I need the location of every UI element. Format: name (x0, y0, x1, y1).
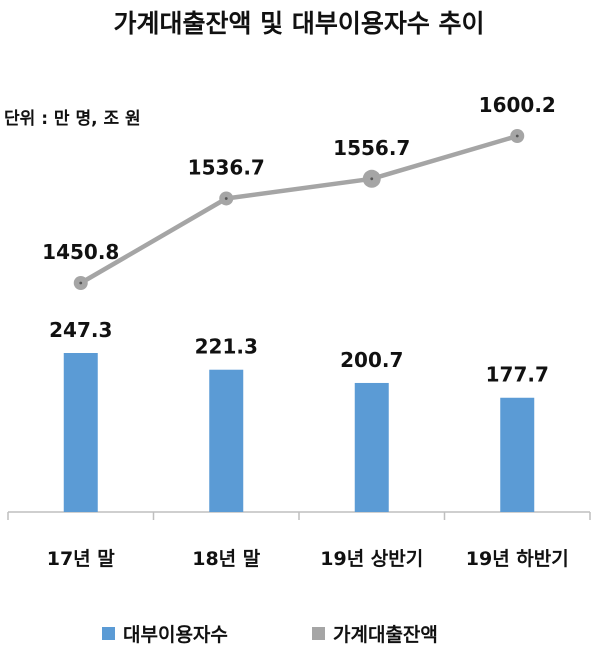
line-data-label: 1450.8 (42, 240, 119, 264)
legend-item-users: 대부이용자수 (102, 620, 228, 647)
bar (354, 382, 389, 512)
bar-data-label: 247.3 (49, 318, 112, 342)
bar-data-label: 177.7 (486, 363, 549, 387)
legend-swatch-loans (312, 627, 325, 640)
unit-label: 단위 : 만 명, 조 원 (4, 109, 141, 129)
x-tick-label: 19년 상반기 (320, 548, 423, 570)
line-point-center (79, 281, 83, 285)
legend-label-users: 대부이용자수 (123, 624, 228, 646)
bar-data-label: 200.7 (340, 348, 403, 372)
x-tick-label: 18년 말 (192, 548, 261, 570)
line-point-center (515, 134, 519, 138)
line-point-center (224, 197, 228, 200)
legend-item-loans: 가계대출잔액 (312, 620, 438, 647)
x-tick-label: 19년 하반기 (466, 548, 569, 570)
bar (500, 397, 535, 512)
line-data-label: 1600.2 (479, 93, 556, 117)
line-data-label: 1536.7 (188, 155, 265, 179)
chart-title: 가계대출잔액 및 대부이용자수 추이 (113, 9, 485, 38)
series-line (79, 133, 518, 285)
line-point-center (370, 177, 374, 181)
legend-swatch-users (102, 627, 115, 640)
bar (63, 353, 98, 512)
bar-data-label: 221.3 (195, 335, 258, 359)
line-data-label: 1556.7 (333, 136, 410, 160)
x-tick-label: 17년 말 (47, 548, 116, 570)
bar (209, 369, 244, 512)
legend-label-loans: 가계대출잔액 (333, 624, 438, 646)
